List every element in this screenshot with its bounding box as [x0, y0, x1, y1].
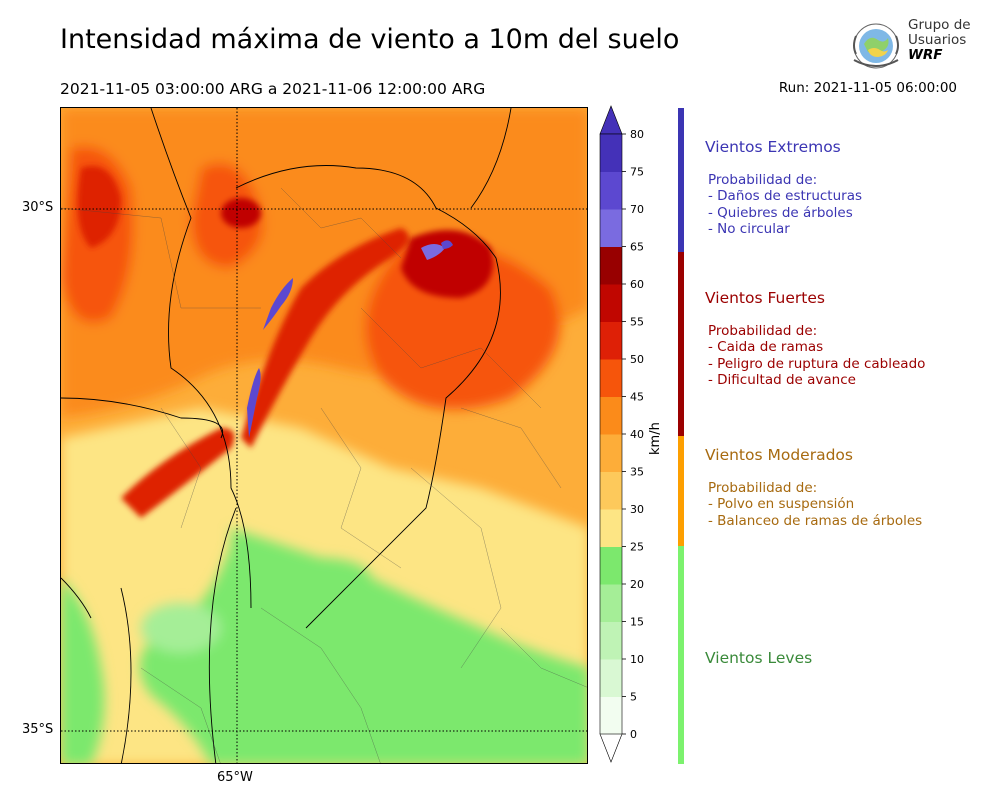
category-bar — [678, 252, 684, 436]
forecast-period: 2021-11-05 03:00:00 ARG a 2021-11-06 12:… — [60, 80, 486, 98]
category-description-line: Probabilidad de: — [708, 323, 818, 339]
category-description-line: - Balanceo de ramas de árboles — [708, 512, 923, 529]
category-description-line: - No circular — [708, 220, 790, 237]
colorbar-tick-label: 15 — [630, 616, 644, 629]
latitude-label-35s: 35°S — [22, 722, 54, 737]
logo-text: Grupo de Usuarios WRF — [908, 18, 971, 63]
colorbar-extend-min — [599, 733, 623, 763]
colorbar-tick-label: 45 — [630, 391, 644, 404]
political-borders — [61, 108, 512, 763]
colorbar-swatch — [600, 359, 622, 397]
category-bar — [678, 546, 684, 764]
category-description-line: - Caida de ramas — [708, 339, 824, 356]
colorbar-tick-label: 60 — [630, 278, 644, 291]
colorbar-tick-label: 80 — [630, 128, 644, 141]
category-description-line: Probabilidad de: — [708, 172, 818, 188]
colorbar-tick-label: 20 — [630, 578, 644, 591]
category-description-line: - Quiebres de árboles — [708, 204, 853, 221]
wind-map-svg — [61, 108, 587, 763]
colorbar-svg: 0 5 10 15 20 25 30 35 40 45 50 55 60 65 70 75 80 — [599, 105, 644, 763]
colorbar-tick-label: 70 — [630, 203, 644, 216]
colorbar-swatch — [600, 246, 622, 285]
colorbar-swatch — [600, 284, 622, 322]
category-description: Probabilidad de: - Polvo en suspensión - B… — [708, 480, 922, 529]
colorbar-tick-label: 75 — [630, 166, 644, 179]
category-description-line: - Peligro de ruptura de cableado — [708, 355, 926, 372]
category-description-line: - Daños de estructuras — [708, 188, 863, 205]
colorbar-extend-max — [599, 105, 623, 135]
category-description-line: - Dificultad de avance — [708, 371, 856, 388]
colorbar-tick-label: 65 — [630, 241, 644, 254]
colorbar-tick-label: 40 — [630, 428, 644, 441]
colorbar-swatch — [600, 209, 622, 247]
colorbar-swatch — [600, 134, 622, 172]
colorbar-swatch — [600, 434, 622, 472]
category-title: Vientos Moderados — [705, 446, 853, 464]
map-title: Intensidad máxima de viento a 10m del su… — [60, 24, 680, 55]
wrf-logo: Grupo de Usuarios WRF — [848, 16, 973, 74]
wind-zone-moderate — [61, 108, 587, 418]
colorbar-tick-label: 50 — [630, 353, 644, 366]
run-timestamp: Run: 2021-11-05 06:00:00 — [778, 80, 957, 96]
wind-zone-weak — [61, 528, 587, 763]
colorbar-swatch — [600, 621, 622, 660]
globe-logo-icon — [853, 23, 899, 69]
colorbar-tick-label: 25 — [630, 541, 644, 554]
graticule — [61, 108, 587, 763]
colorbar-tick-label: 35 — [630, 466, 644, 479]
colorbar-unit-label: km/h — [648, 422, 663, 455]
colorbar: 0 5 10 15 20 25 30 35 40 45 50 55 60 65 70 75 80 — [596, 104, 676, 774]
colorbar-swatch — [600, 696, 622, 735]
category-title: Vientos Leves — [705, 649, 813, 667]
logo-line-2: Usuarios — [908, 32, 967, 48]
longitude-label-65w: 65°W — [217, 770, 253, 785]
logo-line-1: Grupo de — [908, 17, 971, 33]
category-description: Probabilidad de: - Caida de ramas - Peligr… — [708, 323, 925, 388]
category-title: Vientos Extremos — [705, 138, 841, 156]
wind-zone-extreme — [247, 240, 453, 438]
colorbar-tick-label: 0 — [630, 728, 637, 741]
department-borders — [61, 187, 587, 763]
category-description-line: Probabilidad de: — [708, 480, 818, 496]
colorbar-swatch — [600, 321, 622, 360]
category-title: Vientos Fuertes — [705, 289, 825, 307]
colorbar-tick-label: 30 — [630, 503, 644, 516]
colorbar-swatch — [600, 509, 622, 547]
colorbar-swatch — [600, 396, 622, 435]
category-description: Probabilidad de: - Daños de estructuras - … — [708, 172, 862, 237]
colorbar-swatch — [600, 471, 622, 510]
colorbar-tick-label: 55 — [630, 316, 644, 329]
wind-map — [60, 107, 588, 764]
colorbar-swatch — [600, 171, 622, 210]
category-bar — [678, 108, 684, 252]
colorbar-swatch — [600, 659, 622, 697]
colorbar-swatch — [600, 584, 622, 622]
colorbar-swatch — [600, 546, 622, 585]
category-bar — [678, 436, 684, 546]
colorbar-tick-label: 10 — [630, 653, 644, 666]
category-description-line: - Polvo en suspensión — [708, 496, 855, 513]
logo-line-3: WRF — [908, 47, 943, 63]
colorbar-tick-label: 5 — [630, 691, 637, 704]
latitude-label-30s: 30°S — [22, 200, 54, 215]
